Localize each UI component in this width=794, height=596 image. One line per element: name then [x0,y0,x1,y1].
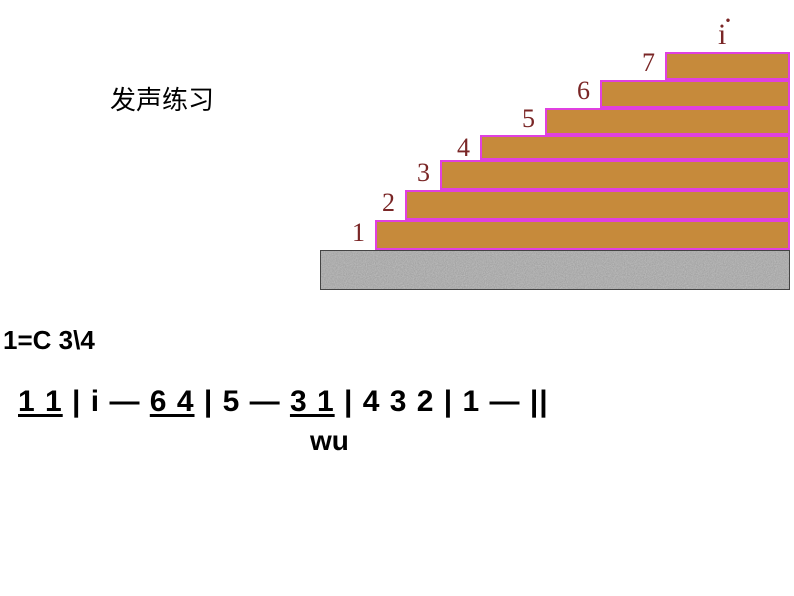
notation-seg: | 4 3 2 | 1 — || [335,385,549,418]
ground-base [320,250,790,290]
step-3 [440,160,790,190]
step-label-5: 5 [522,104,535,134]
step-label-7: 7 [642,48,655,78]
notation-seg: 3 1 [290,385,335,418]
page-title: 发声练习 [110,80,214,117]
top-octave-label: i [718,18,726,52]
step-2 [405,190,790,220]
key-signature: 1=C 3\4 [3,325,95,356]
notation-seg: 1 1 [18,385,63,418]
step-4 [480,135,790,160]
lyric-text: wu [310,425,349,457]
notation-seg: 6 4 [150,385,195,418]
step-label-6: 6 [577,76,590,106]
step-label-4: 4 [457,133,470,163]
notation-seg: | 5 — [195,385,290,418]
step-7 [665,52,790,80]
notation-seg: | i — [63,385,150,418]
step-1 [375,220,790,250]
step-5 [545,108,790,135]
step-label-1: 1 [352,218,365,248]
step-6 [600,80,790,108]
music-notation: 1 1 | i — 6 4 | 5 — 3 1 | 4 3 2 | 1 — || [18,385,549,419]
step-label-2: 2 [382,188,395,218]
step-label-3: 3 [417,158,430,188]
